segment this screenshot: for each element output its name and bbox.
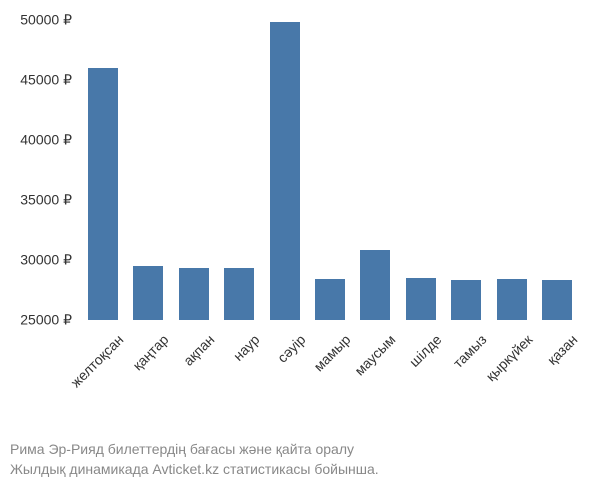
x-tick-label: қаңтар [142,320,163,341]
bar [315,279,345,320]
bar [542,280,572,320]
caption-line-2: Жылдық динамикада Avticket.kz статистика… [10,460,590,480]
x-tick-label: тамыз [460,320,481,341]
plot-area [80,20,580,320]
caption: Рима Эр-Рияд билеттердің бағасы және қай… [10,440,590,479]
bar [88,68,118,320]
bar [224,268,254,320]
y-tick-label: 35000 ₽ [20,192,72,209]
x-tick-label: қазан [551,320,572,341]
x-tick-label: сәуір [278,320,299,341]
bar [179,268,209,320]
x-tick-label: қыркүйек [506,320,527,341]
bar [497,279,527,320]
y-tick-label: 45000 ₽ [20,72,72,89]
x-tick-label: шілде [415,320,436,341]
x-tick-label: маусым [369,320,390,341]
y-tick-label: 25000 ₽ [20,312,72,329]
bar [406,278,436,320]
x-tick-label: мамыр [324,320,345,341]
caption-line-1: Рима Эр-Рияд билеттердің бағасы және қай… [10,440,590,460]
bar [360,250,390,320]
x-tick-label: ақпан [187,320,208,341]
x-tick-label: наур [233,320,254,341]
chart-container: 25000 ₽ 30000 ₽ 35000 ₽ 40000 ₽ 45000 ₽ 50000… [0,0,600,500]
y-axis: 25000 ₽30000 ₽35000 ₽40000 ₽45000 ₽50000… [0,20,80,320]
bar [451,280,481,320]
bar [133,266,163,320]
y-tick-label: 30000 ₽ [20,252,72,269]
x-axis: желтоқсан қаңтар ақпан наур сәуір мамыр маусым… [80,320,580,430]
y-tick-label: 50000 ₽ [20,12,72,29]
x-tick-label: желтоқсан [97,320,118,341]
bars-group [80,20,580,320]
y-tick-label: 40000 ₽ [20,132,72,149]
bar [270,22,300,320]
